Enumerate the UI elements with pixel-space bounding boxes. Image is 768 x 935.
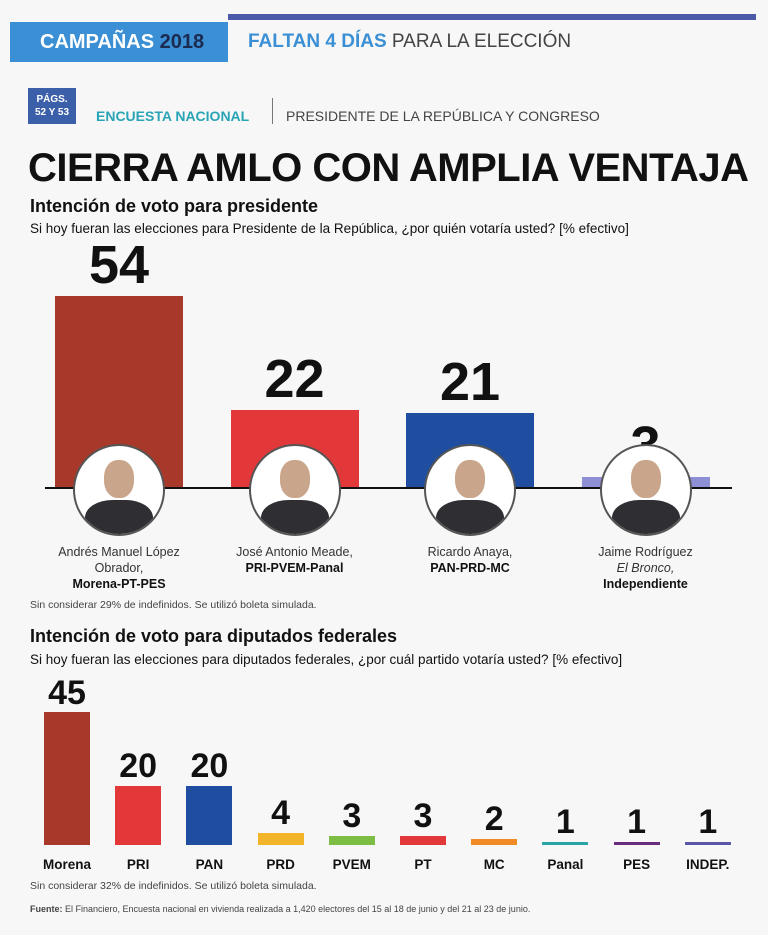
year: 2018 <box>159 31 205 53</box>
photo-body <box>85 500 153 534</box>
category-label: PAN <box>195 857 224 872</box>
bar <box>400 836 446 845</box>
candidate-name: Ricardo Anaya, <box>427 545 513 559</box>
section-label: CAMPAÑAS 2018 <box>40 31 204 54</box>
value-label: 54 <box>88 234 150 295</box>
candidate-party: Independiente <box>603 577 688 591</box>
value-label: 3 <box>413 797 433 836</box>
bar <box>186 786 233 845</box>
photo-head <box>104 460 134 498</box>
section: CAMPAÑAS <box>40 31 155 53</box>
category-label: PRD <box>266 857 295 872</box>
category-label: PVEM <box>332 857 371 872</box>
chart-note: Sin considerar 32% de indefinidos. Se ut… <box>30 880 317 892</box>
value-label: 20 <box>119 747 158 786</box>
photo-head <box>279 460 310 498</box>
photo-body <box>611 500 680 534</box>
photo-body <box>260 500 329 534</box>
chart-subtitle: Si hoy fueran las elecciones para diputa… <box>30 652 623 667</box>
survey: ENCUESTA NACIONAL <box>96 108 250 124</box>
photo <box>73 444 165 536</box>
pages-tab: PÁGS. 52 Y 53 <box>28 88 76 124</box>
chart-note: Sin considerar 29% de indefinidos. Se ut… <box>30 599 317 611</box>
value-label: 2 <box>484 800 504 839</box>
candidate-alias: El Bronco, <box>616 561 675 575</box>
chart-subtitle: Si hoy fueran las elecciones para Presid… <box>30 221 629 236</box>
chart-title: Intención de voto para presidente <box>30 196 319 216</box>
candidate-name: José Antonio Meade, <box>236 545 353 559</box>
category-label: INDEP. <box>686 857 730 872</box>
pages: 52 Y 53 <box>34 107 70 118</box>
bar <box>44 712 90 845</box>
category-label: PRI <box>126 857 150 872</box>
bar <box>613 842 660 845</box>
candidate-party: PRI-PVEM-Panal <box>245 561 344 575</box>
value-label: 1 <box>555 803 575 842</box>
category-label: MC <box>483 857 505 872</box>
top-rule <box>228 14 756 20</box>
category-label: Ricardo Anaya, PAN-PRD-MC <box>405 544 535 576</box>
value-label: 45 <box>48 673 86 712</box>
candidate-party: Morena-PT-PES <box>72 577 166 591</box>
category-label: Jaime Rodríguez El Bronco, Independiente <box>581 544 711 592</box>
candidate-name: Jaime Rodríguez <box>598 545 693 559</box>
value-label: 1 <box>627 803 647 842</box>
bar <box>471 839 518 845</box>
source-label: Fuente: <box>30 904 63 914</box>
countdown: FALTAN 4 DÍAS <box>248 31 387 52</box>
category-label: Panal <box>547 857 584 872</box>
value-label: 1 <box>698 803 718 842</box>
category-label: PT <box>414 857 432 872</box>
value-label: 22 <box>264 348 325 409</box>
countdown-rest: PARA LA ELECCIÓN <box>391 31 572 52</box>
photo <box>424 444 516 536</box>
source-text: El Financiero, Encuesta nacional en vivi… <box>65 904 531 914</box>
bar <box>684 842 731 845</box>
chart-title: Intención de voto para diputados federal… <box>30 626 398 646</box>
candidate-party: PAN-PRD-MC <box>430 561 510 575</box>
section-box <box>10 22 228 62</box>
baseline <box>45 487 732 489</box>
photo <box>599 444 692 536</box>
category-label: José Antonio Meade, PRI-PVEM-Panal <box>230 544 360 576</box>
bar <box>115 786 162 845</box>
pages-label: PÁGS. <box>36 94 68 105</box>
bar <box>542 842 589 845</box>
candidate-name: Andrés Manuel López Obrador, <box>58 545 180 575</box>
bar <box>257 833 304 845</box>
countdown-line: FALTAN 4 DÍAS PARA LA ELECCIÓN <box>248 31 571 53</box>
value-label: 21 <box>439 352 501 413</box>
divider <box>272 98 273 124</box>
photo <box>248 444 341 536</box>
bar <box>328 836 375 845</box>
value-label: 20 <box>190 747 229 786</box>
photo-head <box>455 460 485 498</box>
category-label: Andrés Manuel López Obrador, Morena-PT-PE… <box>54 544 184 592</box>
category-label: Morena <box>42 857 91 872</box>
photo-head <box>630 460 661 498</box>
source-line: Fuente: El Financiero, Encuesta nacional… <box>30 904 530 914</box>
value-label: 3 <box>342 797 362 836</box>
topic: PRESIDENTE DE LA REPÚBLICA Y CONGRESO <box>286 108 600 124</box>
headline: CIERRA AMLO CON AMPLIA VENTAJA <box>28 146 749 190</box>
category-label: PES <box>623 857 651 872</box>
value-label: 4 <box>271 794 291 833</box>
photo-body <box>436 500 504 534</box>
